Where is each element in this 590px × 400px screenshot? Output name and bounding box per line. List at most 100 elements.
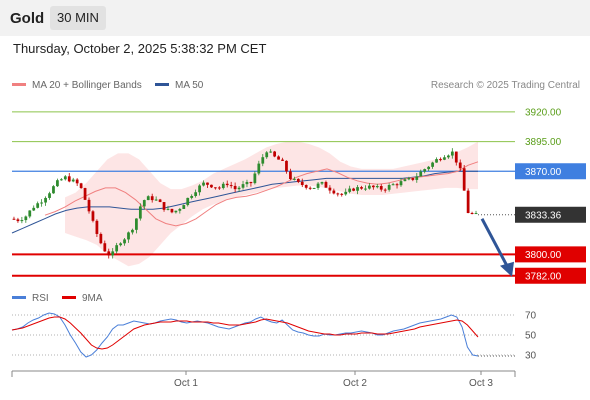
bollinger-band — [65, 141, 478, 267]
candle-body — [439, 159, 442, 161]
candle-body — [67, 176, 71, 182]
candle-body — [52, 186, 55, 194]
candle-body — [202, 182, 205, 186]
candle-body — [48, 193, 51, 198]
candle-body — [450, 151, 454, 156]
candle-body — [371, 185, 375, 188]
candle-body — [395, 184, 399, 186]
candle-body — [135, 218, 138, 230]
price-label-2: 3870.00 — [525, 167, 562, 178]
candle-body — [154, 199, 158, 201]
candle-body — [190, 195, 194, 198]
legend-swatch-rsi — [12, 295, 26, 299]
candle-body — [316, 183, 320, 188]
candle-body — [257, 163, 261, 174]
price-label-1: 3895.00 — [525, 137, 562, 148]
legend-label-ma20: MA 20 + Bollinger Bands — [32, 80, 142, 91]
price-label-0: 3920.00 — [525, 107, 562, 118]
candle-body — [221, 183, 225, 189]
candle-body — [285, 160, 288, 172]
candle-body — [273, 151, 277, 157]
candle-body — [332, 190, 336, 194]
candle-body — [427, 166, 431, 170]
legend-ma20: MA 20 + Bollinger Bands — [12, 80, 142, 91]
candle-body — [75, 179, 79, 184]
candle-body — [364, 188, 367, 190]
candle-body — [233, 185, 237, 190]
candle-body — [446, 155, 450, 158]
candle-body — [107, 251, 111, 256]
legend-swatch-9ma — [62, 295, 76, 299]
candle-body — [40, 202, 44, 204]
candle-body — [454, 151, 458, 163]
candle-body — [399, 181, 403, 186]
candle-body — [59, 179, 63, 181]
legend-label-9ma: 9MA — [82, 293, 103, 304]
candle-body — [269, 151, 273, 153]
candle-body — [63, 176, 67, 180]
candle-body — [336, 193, 340, 195]
candle-body — [403, 179, 407, 182]
price-label-4: 3782.00 — [525, 271, 562, 282]
legend-label-ma50: MA 50 — [175, 80, 204, 91]
candle-body — [79, 183, 83, 189]
header-bar: Gold 30 MIN — [0, 0, 590, 36]
candle-body — [443, 157, 446, 160]
candle-body — [210, 184, 213, 188]
candle-body — [95, 220, 99, 234]
datetime-label: Thursday, October 2, 2025 5:38:32 PM CET — [13, 41, 267, 56]
candle-body — [131, 229, 134, 233]
candle-body — [186, 197, 190, 206]
rsi-line — [11, 312, 479, 358]
last-price-label: 3833.36 — [525, 210, 562, 221]
candle-body — [470, 213, 474, 215]
legend-rsi: RSI — [12, 293, 49, 304]
candle-body — [344, 191, 348, 195]
candle-body — [300, 181, 304, 186]
candle-body — [423, 169, 427, 172]
candle-body — [249, 181, 253, 184]
candle-body — [198, 185, 201, 193]
candle-body — [56, 180, 59, 187]
candle-body — [87, 199, 91, 212]
price-label-box-3 — [515, 246, 586, 263]
x-tick-label-1: Oct 2 — [343, 378, 367, 389]
candle-body — [170, 208, 174, 213]
candle-body — [162, 202, 166, 210]
ma20-line — [44, 161, 479, 227]
candle-body — [217, 187, 221, 189]
timeframe-button[interactable]: 30 MIN — [50, 6, 106, 30]
legend-swatch-ma20 — [12, 82, 26, 86]
candle-body — [296, 178, 300, 182]
candle-body — [20, 220, 24, 222]
candle-body — [391, 184, 395, 186]
candle-body — [115, 245, 119, 252]
rsi-tick-label-2: 30 — [525, 351, 537, 362]
candle-body — [360, 187, 363, 189]
candle-body — [253, 173, 257, 184]
candle-body — [174, 210, 178, 213]
candle-body — [166, 208, 170, 210]
candle-body — [16, 219, 20, 222]
candle-body — [119, 243, 122, 246]
candle-body — [83, 188, 87, 200]
candle-body — [277, 156, 280, 160]
candle-body — [229, 185, 233, 187]
candle-body — [146, 196, 150, 201]
candle-body — [213, 187, 217, 189]
candle-body — [387, 185, 391, 190]
candle-body — [379, 186, 383, 190]
price-label-box-2 — [515, 163, 586, 180]
candle-body — [265, 152, 269, 158]
candle-body — [411, 178, 415, 180]
candle-body — [150, 196, 154, 201]
candle-body — [407, 178, 411, 180]
last-price-box — [515, 206, 586, 223]
price-label-3: 3800.00 — [525, 250, 562, 261]
candle-body — [328, 187, 332, 191]
candle-body — [99, 233, 103, 244]
candle-body — [194, 192, 198, 196]
candle-body — [206, 182, 209, 185]
instrument-title: Gold — [10, 10, 45, 27]
